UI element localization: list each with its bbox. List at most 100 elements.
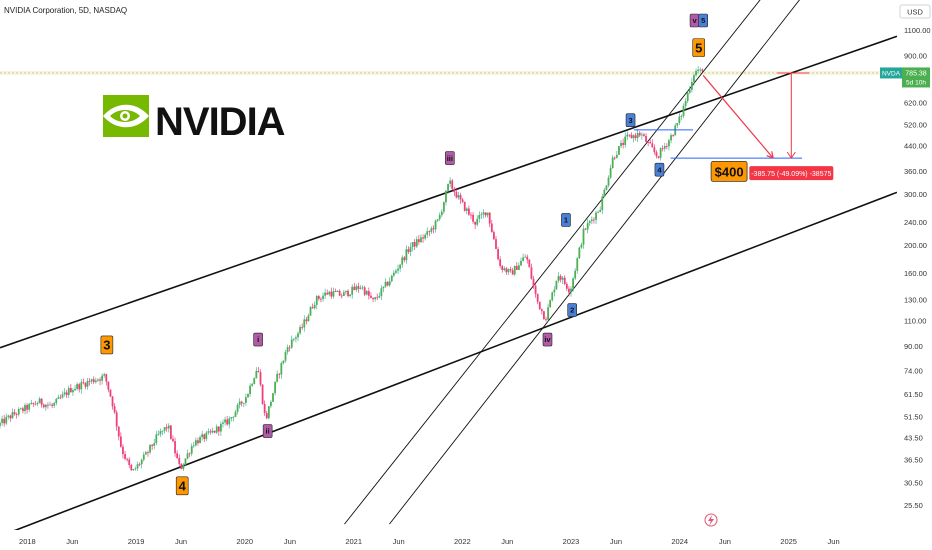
candle-body bbox=[240, 401, 243, 404]
candle-body bbox=[434, 220, 437, 230]
candle-body bbox=[628, 134, 631, 136]
wave-label: iv bbox=[542, 332, 553, 347]
candle-body bbox=[540, 309, 543, 312]
wave-label: v bbox=[689, 13, 700, 28]
candle-body bbox=[599, 210, 602, 212]
x-tick-label: 2018 bbox=[19, 537, 36, 546]
lightning-icon[interactable] bbox=[704, 513, 718, 527]
y-tick-label: 74.00 bbox=[904, 367, 923, 376]
nvidia-logo-text: NVIDIA bbox=[155, 100, 285, 144]
candle-body bbox=[161, 430, 164, 432]
candle-body bbox=[476, 218, 479, 225]
candle-body bbox=[38, 398, 41, 404]
candle-body bbox=[618, 146, 620, 155]
candle-body bbox=[103, 374, 106, 376]
trendline-steep-b bbox=[389, 0, 800, 525]
candle-body bbox=[530, 267, 533, 279]
candle-body bbox=[359, 287, 362, 289]
wave-label-bg bbox=[567, 303, 577, 317]
candle-body bbox=[159, 431, 162, 435]
candle-body bbox=[224, 419, 226, 423]
candle-body bbox=[184, 458, 187, 465]
candle-body bbox=[211, 430, 214, 433]
candle-body bbox=[647, 141, 650, 143]
candle-body bbox=[19, 408, 22, 410]
candle-body bbox=[338, 290, 341, 296]
candle-body bbox=[370, 295, 372, 298]
candle-body bbox=[280, 363, 283, 375]
candle-body bbox=[395, 270, 397, 273]
wave-label: 5 bbox=[692, 38, 706, 57]
candle-body bbox=[111, 396, 114, 407]
candle-body bbox=[109, 389, 112, 397]
candle-body bbox=[230, 417, 233, 419]
currency-selector[interactable]: USD bbox=[899, 4, 931, 19]
candle-body bbox=[532, 278, 535, 286]
candle-body bbox=[578, 247, 581, 259]
candle-body bbox=[132, 469, 135, 471]
candle-body bbox=[447, 183, 449, 191]
candle-body bbox=[701, 69, 704, 71]
candle-body bbox=[207, 431, 210, 433]
candle-body bbox=[551, 292, 554, 301]
candle-body bbox=[63, 392, 66, 395]
wave-label: i bbox=[253, 332, 263, 347]
candle-body bbox=[570, 288, 572, 293]
wave-label-text: iii bbox=[447, 154, 453, 163]
y-tick-label: 110.00 bbox=[904, 317, 926, 326]
wave-label-text: ii bbox=[266, 427, 270, 436]
price-axis[interactable]: USD 1100.00900.00760.00620.00520.00440.0… bbox=[880, 4, 931, 510]
candle-body bbox=[665, 146, 668, 147]
candle-body bbox=[299, 326, 301, 334]
candle-body bbox=[518, 265, 520, 270]
candle-body bbox=[399, 264, 402, 269]
candle-body bbox=[197, 440, 199, 444]
candle-body bbox=[270, 401, 272, 407]
candle-body bbox=[565, 283, 568, 289]
candle-body bbox=[215, 426, 218, 433]
candle-body bbox=[463, 201, 466, 211]
y-tick-label: 900.00 bbox=[904, 51, 927, 60]
candle-body bbox=[574, 270, 577, 279]
candle-body bbox=[465, 208, 468, 211]
candle-body bbox=[342, 292, 345, 297]
candle-body bbox=[534, 285, 537, 294]
candle-body bbox=[53, 403, 56, 406]
candle-body bbox=[590, 219, 593, 222]
y-tick-label: 200.00 bbox=[904, 241, 927, 250]
candle-body bbox=[380, 288, 383, 297]
wave-label: ii bbox=[262, 424, 273, 438]
candle-body bbox=[213, 430, 216, 433]
ticker-symbol: NVDA bbox=[882, 70, 901, 77]
wave-label-bg bbox=[100, 335, 114, 355]
ticker-price-tag[interactable]: NVDA 785.38 5d 10h bbox=[880, 67, 930, 88]
candle-body bbox=[288, 347, 291, 349]
wave-label: 3 bbox=[625, 113, 636, 128]
candle-body bbox=[559, 276, 562, 280]
candle-body bbox=[138, 464, 141, 466]
candle-body bbox=[522, 257, 524, 261]
candle-body bbox=[101, 375, 104, 381]
y-tick-label: 90.00 bbox=[904, 342, 923, 351]
candle-body bbox=[659, 148, 662, 158]
candle-body bbox=[113, 406, 116, 413]
candle-body bbox=[40, 398, 43, 405]
candle-body bbox=[432, 228, 435, 230]
x-tick-label: Jun bbox=[175, 537, 187, 546]
candle-body bbox=[194, 440, 197, 446]
candle-body bbox=[436, 219, 439, 221]
candle-body bbox=[620, 142, 622, 147]
candle-body bbox=[622, 142, 625, 145]
candle-body bbox=[624, 136, 627, 145]
candle-body bbox=[142, 454, 145, 460]
candle-body bbox=[326, 292, 329, 295]
time-axis[interactable]: 2018 Jun 2019 Jun 2020 Jun 2021 Jun 2022 Jun 2023 J… bbox=[19, 537, 840, 546]
candle-body bbox=[65, 392, 68, 396]
candle-body bbox=[407, 249, 410, 252]
candle-body bbox=[507, 269, 510, 273]
candle-body bbox=[382, 286, 385, 289]
candle-body bbox=[428, 231, 431, 233]
